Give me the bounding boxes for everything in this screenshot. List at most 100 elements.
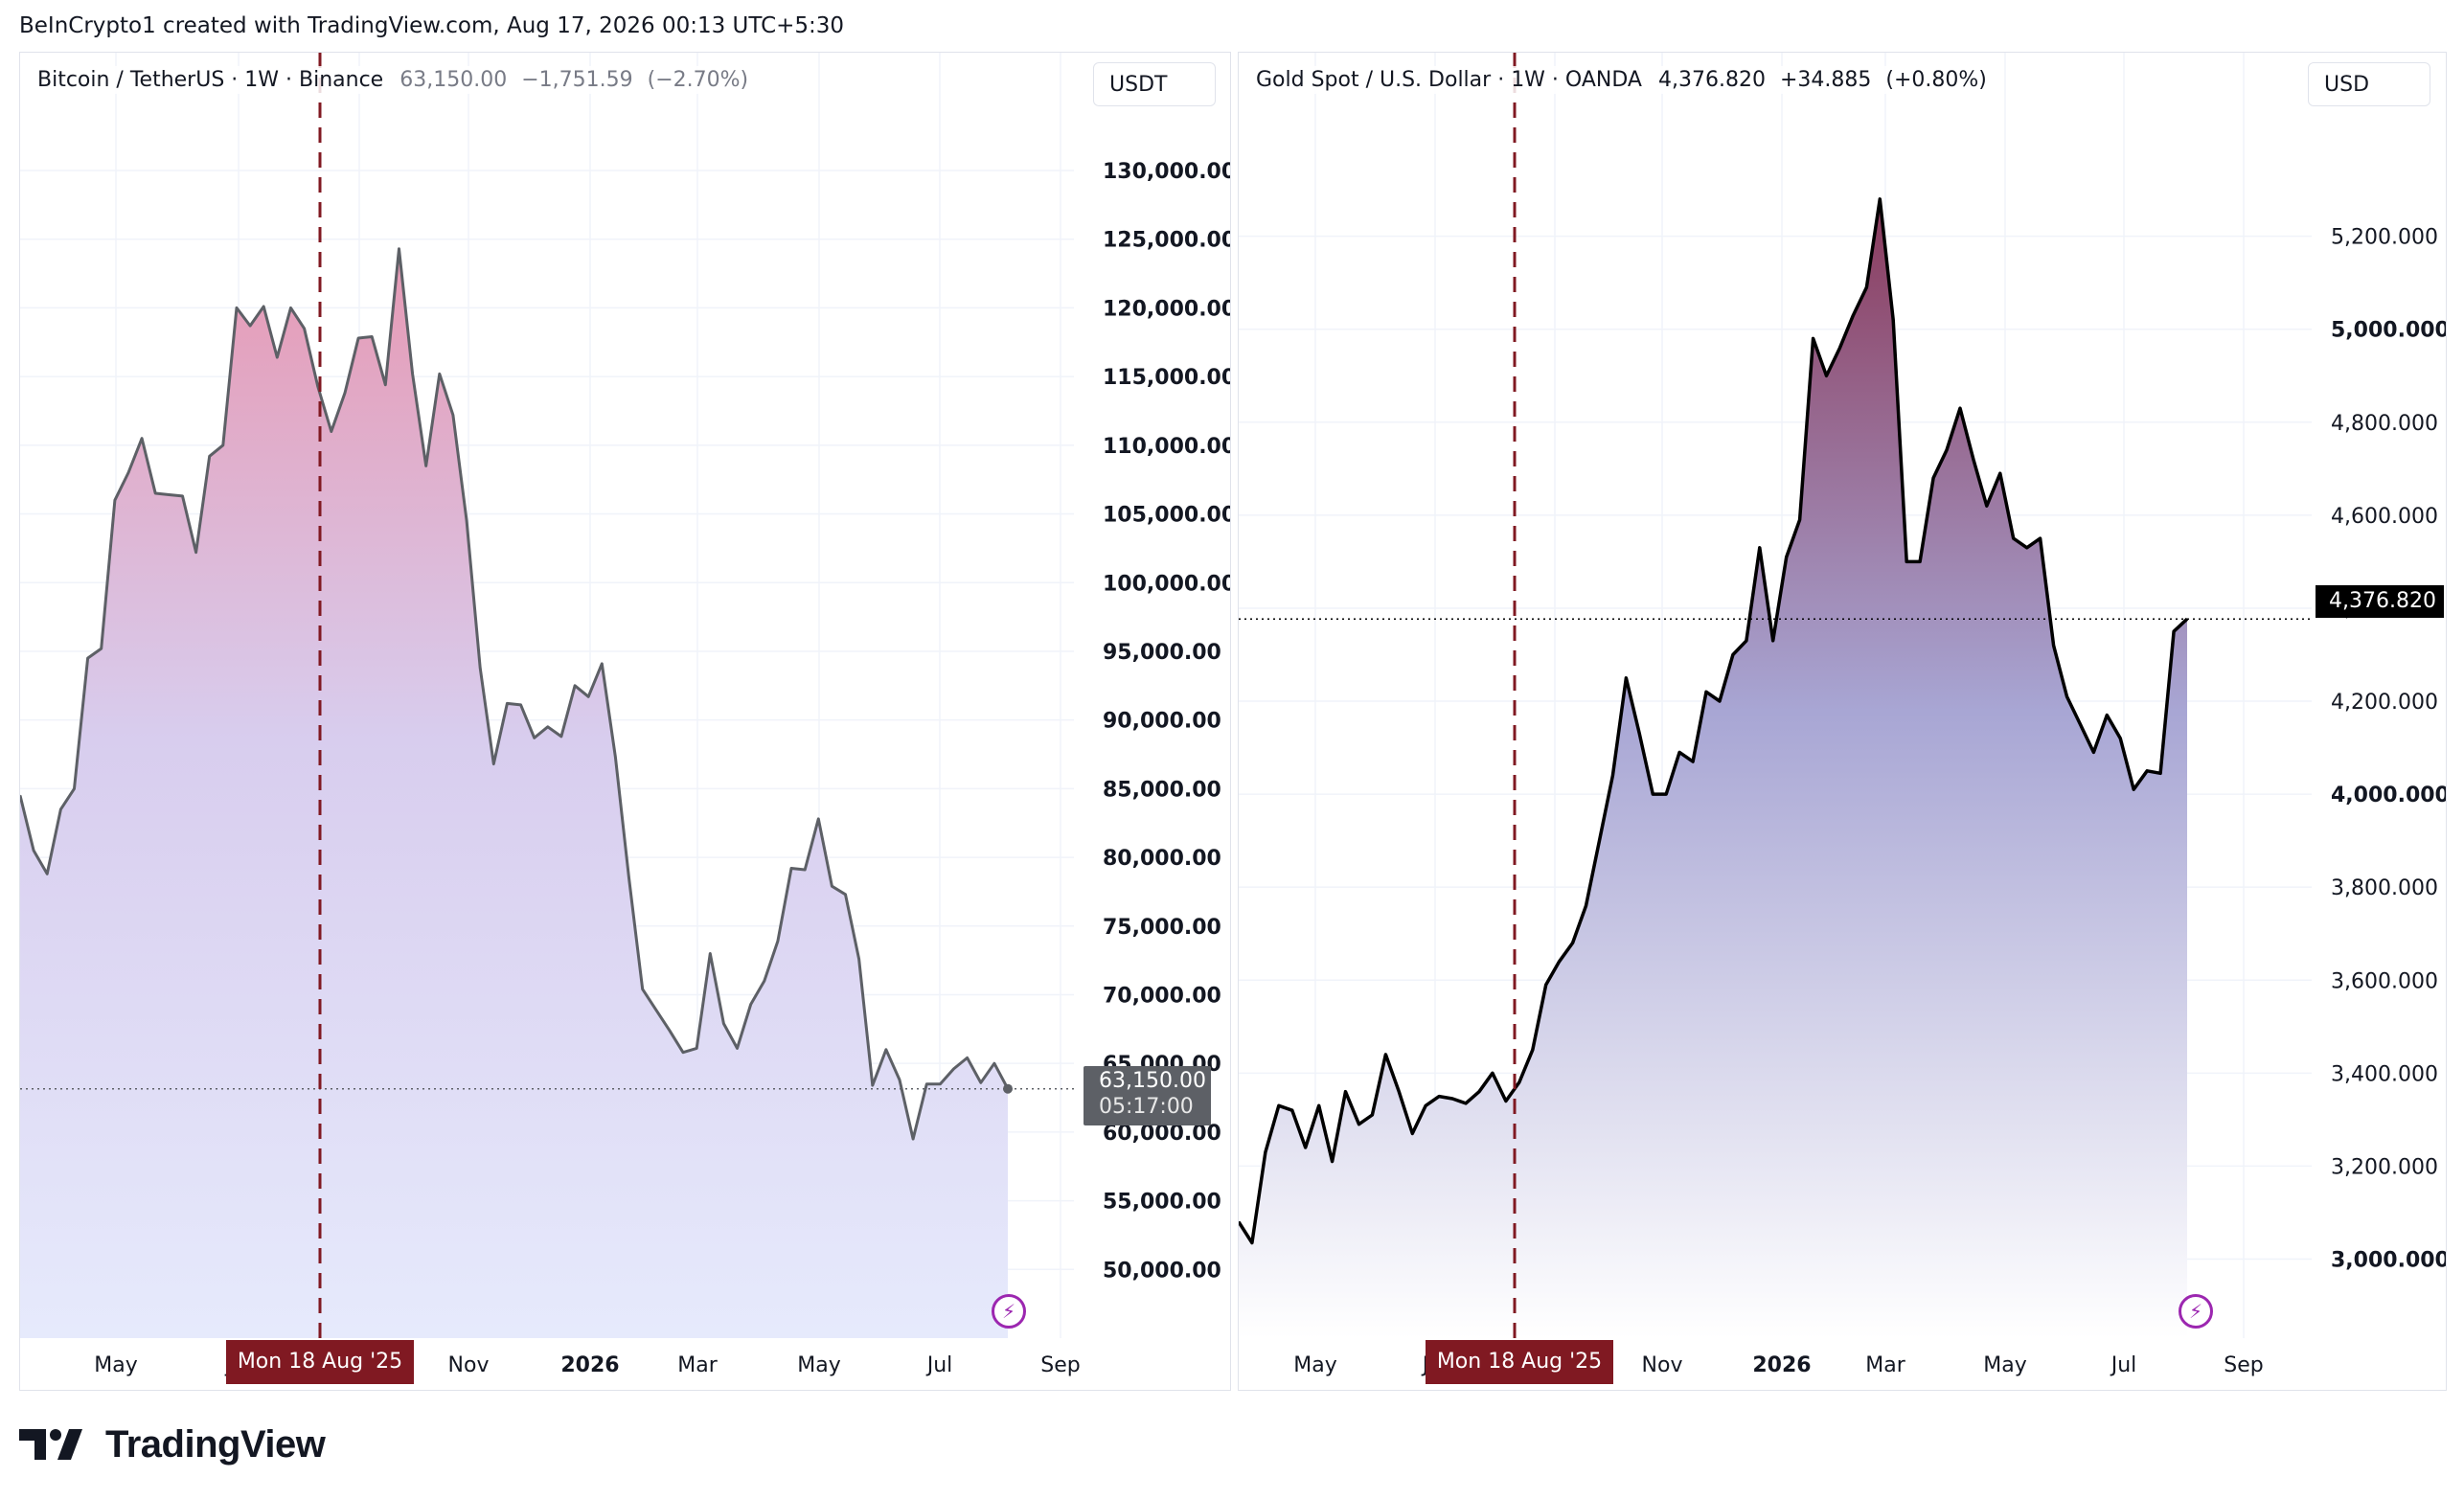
attribution-text: BeInCrypto1 created with TradingView.com… xyxy=(19,13,845,38)
gold-data-point xyxy=(1678,751,1680,754)
gold-data-point xyxy=(1571,942,1574,944)
btc-y-tick-label: 75,000.00 xyxy=(1103,916,1221,940)
btc-data-point xyxy=(114,499,116,501)
btc-data-point xyxy=(276,356,279,358)
btc-data-point xyxy=(952,1068,955,1070)
gold-data-point xyxy=(1759,547,1761,549)
btc-y-tick-label: 95,000.00 xyxy=(1103,641,1221,665)
btc-data-point xyxy=(384,383,387,386)
gold-data-point xyxy=(2119,738,2122,739)
lightning-bolt-icon[interactable]: ⚡ xyxy=(992,1294,1026,1329)
gold-y-tick-label: 5,200.000 xyxy=(2331,226,2438,250)
gold-currency-button[interactable]: USD xyxy=(2308,62,2430,106)
gold-x-tick-label: Sep xyxy=(2224,1353,2263,1377)
gold-chart-panel[interactable]: 3,000.000 3,200.000 3,400.000 3,600.000 3,80… xyxy=(1238,52,2447,1391)
btc-data-point xyxy=(289,307,292,309)
btc-y-tick-label: 130,000.00 xyxy=(1103,160,1230,184)
tradingview-logo[interactable]: TradingView xyxy=(19,1421,326,1467)
btc-data-point xyxy=(208,455,211,458)
btc-data-point xyxy=(479,667,482,669)
btc-y-tick-label: 120,000.00 xyxy=(1103,297,1230,321)
lightning-bolt-icon[interactable]: ⚡ xyxy=(2179,1294,2213,1329)
gold-data-point xyxy=(1986,505,1988,507)
btc-x-tick-label: 2026 xyxy=(560,1353,619,1377)
btc-data-point xyxy=(547,726,549,728)
gold-data-point xyxy=(2065,695,2068,697)
btc-data-point xyxy=(506,702,509,705)
gold-change-value: +34.885 xyxy=(1779,68,1872,92)
gold-price-line xyxy=(1239,197,2189,1245)
gold-data-point xyxy=(1398,1090,1401,1093)
gold-data-point xyxy=(2159,772,2161,775)
gold-data-point xyxy=(1291,1109,1293,1111)
btc-data-point xyxy=(749,1003,752,1006)
brand-name: TradingView xyxy=(105,1422,326,1466)
gold-data-point xyxy=(1532,1049,1534,1051)
gold-data-point xyxy=(1865,286,1868,288)
gold-data-point xyxy=(2025,547,2028,549)
gold-data-point xyxy=(2079,723,2082,726)
gold-data-point xyxy=(1652,793,1654,795)
gold-symbol-label[interactable]: Gold Spot / U.S. Dollar · 1W · OANDA xyxy=(1256,68,1642,92)
gold-data-point xyxy=(1278,1104,1280,1107)
btc-x-tick-label: Nov xyxy=(448,1353,490,1377)
gold-data-point xyxy=(1451,1098,1453,1100)
btc-area-fill xyxy=(20,248,1008,1338)
btc-chart-svg[interactable]: 50,000.0055,000.0060,000.0065,000.0070,0… xyxy=(20,53,1230,1390)
btc-data-point xyxy=(424,465,427,467)
btc-last-price-dot xyxy=(1003,1083,1013,1094)
gold-data-point xyxy=(1838,347,1841,349)
gold-change-pct: (+0.80%) xyxy=(1885,68,1987,92)
gold-data-point xyxy=(1371,1114,1374,1116)
btc-last-price-badge: 63,150.00 05:17:00 xyxy=(1084,1066,1211,1125)
btc-x-tick-label: Jul xyxy=(925,1353,953,1377)
gold-y-tick-label: 3,400.000 xyxy=(2331,1062,2438,1086)
btc-data-point xyxy=(939,1082,942,1085)
gold-data-point xyxy=(1705,691,1707,693)
gold-data-point xyxy=(1598,839,1601,842)
btc-countdown-label: 05:17:00 xyxy=(1099,1095,1194,1119)
btc-data-point xyxy=(627,876,630,879)
btc-data-point xyxy=(154,492,156,494)
gold-x-tick-label: 2026 xyxy=(1752,1353,1811,1377)
btc-chart-panel[interactable]: 50,000.00 55,000.00 60,000.00 65,000.00 70,0… xyxy=(19,52,1231,1391)
btc-data-point xyxy=(357,337,359,339)
gold-data-point xyxy=(1973,458,1974,461)
btc-data-point xyxy=(33,850,34,852)
btc-data-point xyxy=(262,306,264,307)
btc-last-price-label: 63,150.00 xyxy=(1099,1069,1206,1093)
gold-data-point xyxy=(1919,560,1921,563)
btc-data-point xyxy=(966,1057,969,1059)
gold-data-point xyxy=(1518,1081,1520,1083)
btc-y-tick-label: 100,000.00 xyxy=(1103,572,1230,596)
btc-currency-button[interactable]: USDT xyxy=(1093,62,1216,106)
btc-change-value: −1,751.59 xyxy=(521,68,633,92)
gold-y-tick-label: 4,000.000 xyxy=(2331,784,2446,807)
gold-data-point xyxy=(1465,1102,1467,1104)
gold-data-point xyxy=(2039,537,2042,539)
btc-data-point xyxy=(601,663,604,665)
btc-x-tick-label: May xyxy=(797,1353,840,1377)
gold-y-tick-label: 4,800.000 xyxy=(2331,412,2438,436)
gold-chart-svg[interactable]: 3,000.000 3,200.000 3,400.000 3,600.000 3,80… xyxy=(1239,53,2446,1390)
btc-data-point xyxy=(371,335,374,338)
gold-data-point xyxy=(1785,556,1788,558)
gold-data-point xyxy=(1732,653,1734,656)
btc-symbol-label[interactable]: Bitcoin / TetherUS · 1W · Binance xyxy=(37,68,384,92)
btc-data-point xyxy=(59,808,62,810)
btc-data-point xyxy=(574,685,576,687)
btc-data-point xyxy=(249,325,251,327)
gold-data-point xyxy=(1638,733,1641,735)
btc-data-point xyxy=(722,1022,725,1025)
btc-data-point xyxy=(885,1049,887,1051)
gold-data-point xyxy=(1959,407,1961,410)
gold-data-point xyxy=(1719,700,1721,702)
gold-data-point xyxy=(1879,198,1882,200)
btc-data-point xyxy=(168,493,171,496)
btc-data-point xyxy=(777,940,779,943)
gold-data-point xyxy=(1331,1160,1334,1163)
btc-data-point xyxy=(181,495,184,497)
btc-change-pct: (−2.70%) xyxy=(647,68,749,92)
gold-data-point xyxy=(1892,319,1894,321)
btc-last-value: 63,150.00 xyxy=(399,68,508,92)
